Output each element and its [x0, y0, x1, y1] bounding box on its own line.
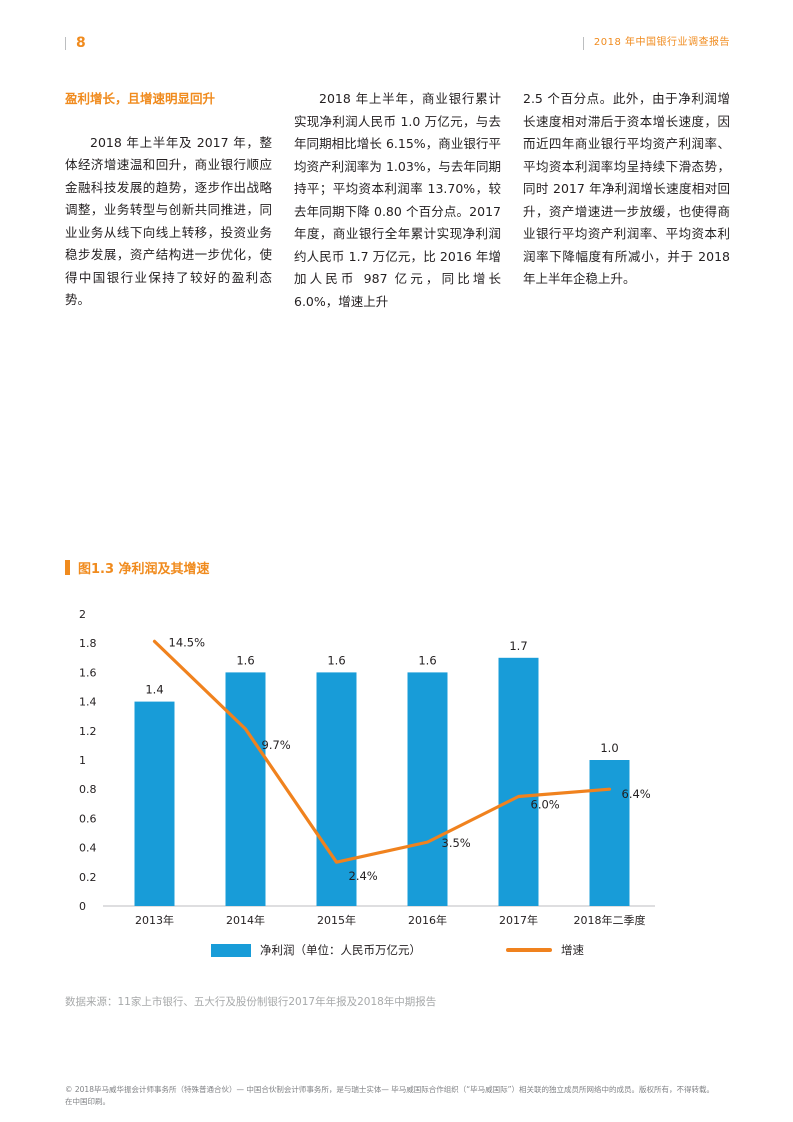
net-profit-bar [498, 657, 539, 906]
y-tick-label: 0.6 [79, 812, 97, 825]
y-tick-label: 1.2 [79, 725, 97, 738]
line-value-label: 3.5% [442, 836, 471, 850]
x-category-label: 2016年 [408, 913, 447, 927]
running-title: 2018 年中国银行业调查报告 [593, 37, 730, 48]
net-profit-growth-chart: 0 0.2 0.4 0.6 0.8 1 1.2 1.4 1.6 1.8 2 2013年 2014年 201… [79, 608, 655, 927]
line-value-label: 2.4% [349, 869, 378, 883]
body-paragraph: 2018 年上半年及 2017 年，整体经济增速温和回升，商业银行顺应金融科技发… [65, 134, 272, 308]
y-tick-label: 0.4 [79, 842, 97, 855]
legend-line-swatch [506, 948, 552, 952]
bar-value-label: 1.6 [418, 653, 436, 667]
net-profit-bar [589, 760, 630, 906]
net-profit-bar [225, 672, 266, 906]
legend-bar-swatch [211, 943, 251, 957]
line-value-label: 6.0% [531, 798, 560, 812]
net-profit-bar [134, 701, 175, 906]
legend-growth-rate-label: 增速 [561, 943, 584, 957]
body-paragraph: 2018 年上半年，商业银行累计实现净利润人民币 1.0 万亿元，与去年同期相比… [294, 91, 501, 309]
figure-accent-bar [65, 560, 70, 575]
y-tick-label: 2 [79, 608, 86, 621]
bar-value-label: 1.6 [236, 653, 254, 667]
footer-copyright-line2: 在中国印刷。 [65, 1097, 110, 1106]
x-category-label: 2015年 [317, 913, 356, 927]
bar-value-label: 1.6 [327, 653, 345, 667]
bar-value-label: 1.0 [600, 741, 618, 755]
figure-title-row: 图1.3 净利润及其增速 [65, 558, 210, 577]
header-right: 2018 年中国银行业调查报告 [582, 36, 730, 50]
figure-title: 图1.3 净利润及其增速 [78, 562, 210, 577]
line-value-label: 14.5% [169, 635, 206, 649]
x-category-label: 2014年 [226, 913, 265, 927]
y-tick-label: 1 [79, 754, 86, 767]
bar-value-label: 1.4 [145, 683, 163, 697]
x-category-label: 2013年 [135, 913, 174, 927]
y-tick-label: 1.4 [79, 696, 97, 709]
net-profit-bar [316, 672, 357, 906]
section-heading: 盈利增长，且增速明显回升 [65, 91, 216, 106]
y-tick-label: 1.6 [79, 666, 97, 679]
line-value-label: 6.4% [622, 787, 651, 801]
x-category-label: 2017年 [499, 913, 538, 927]
y-tick-label: 0.8 [79, 783, 97, 796]
net-profit-bar [407, 672, 448, 906]
legend-item-growth-rate: 增速 [506, 942, 584, 958]
article-columns: 盈利增长，且增速明显回升 2018 年上半年及 2017 年，整体经济增速温和回… [65, 88, 730, 313]
y-tick-label: 1.8 [79, 637, 97, 650]
article-column-2: 2018 年上半年，商业银行累计实现净利润人民币 1.0 万亿元，与去年同期相比… [294, 88, 501, 313]
data-source-note: 数据来源：11家上市银行、五大行及股份制银行2017年年报及2018年中期报告 [65, 996, 437, 1008]
page-number: 8 [76, 35, 86, 51]
header-left: 8 [65, 36, 86, 50]
article-column-3: 2.5 个百分点。此外，由于净利润增长速度相对滞后于资本增长速度，因而近四年商业… [523, 88, 730, 313]
x-category-label: 2018年二季度 [574, 913, 646, 927]
article-column-1: 盈利增长，且增速明显回升 2018 年上半年及 2017 年，整体经济增速温和回… [65, 88, 272, 313]
y-tick-label: 0 [79, 900, 86, 913]
legend-net-profit-label: 净利润（单位：人民币万亿元） [260, 943, 421, 957]
line-value-label: 9.7% [262, 738, 291, 752]
header-divider [582, 36, 584, 50]
body-paragraph: 2.5 个百分点。此外，由于净利润增长速度相对滞后于资本增长速度，因而近四年商业… [523, 91, 730, 286]
growth-rate-line [152, 639, 612, 864]
footer-copyright-line1: © 2018毕马威华振会计师事务所（特殊普通合伙）— 中国合伙制会计师事务所，是… [65, 1085, 715, 1094]
chart-legend: 净利润（单位：人民币万亿元） 增速 [65, 942, 730, 958]
page-footer: © 2018毕马威华振会计师事务所（特殊普通合伙）— 中国合伙制会计师事务所，是… [65, 1084, 730, 1108]
page-header: 8 2018 年中国银行业调查报告 [65, 36, 730, 50]
header-divider [65, 36, 66, 50]
bar-value-label: 1.7 [509, 639, 527, 653]
legend-item-net-profit: 净利润（单位：人民币万亿元） [211, 942, 421, 958]
y-tick-label: 0.2 [79, 871, 97, 884]
